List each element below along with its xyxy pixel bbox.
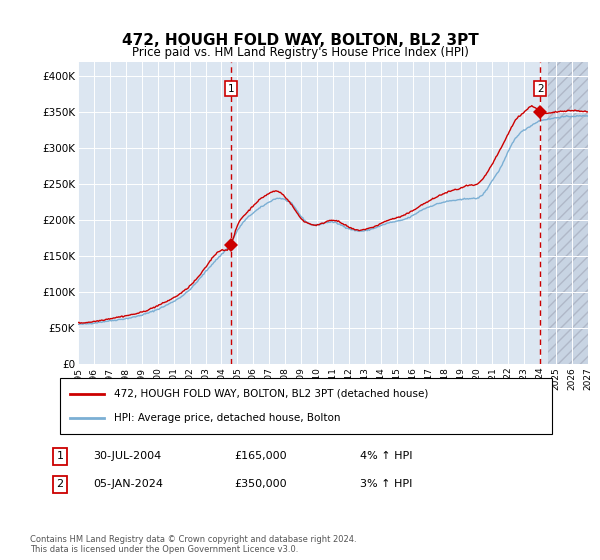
Text: 2: 2 bbox=[56, 479, 64, 489]
Text: 1: 1 bbox=[227, 84, 234, 94]
Text: Contains HM Land Registry data © Crown copyright and database right 2024.
This d: Contains HM Land Registry data © Crown c… bbox=[30, 535, 356, 554]
FancyBboxPatch shape bbox=[60, 378, 552, 434]
Text: 4% ↑ HPI: 4% ↑ HPI bbox=[360, 451, 413, 461]
Text: £350,000: £350,000 bbox=[234, 479, 287, 489]
Text: 2: 2 bbox=[537, 84, 544, 94]
Bar bbox=[548, 62, 588, 364]
Text: 1: 1 bbox=[56, 451, 64, 461]
Text: 472, HOUGH FOLD WAY, BOLTON, BL2 3PT: 472, HOUGH FOLD WAY, BOLTON, BL2 3PT bbox=[122, 32, 478, 48]
Text: Price paid vs. HM Land Registry's House Price Index (HPI): Price paid vs. HM Land Registry's House … bbox=[131, 46, 469, 59]
Text: 05-JAN-2024: 05-JAN-2024 bbox=[93, 479, 163, 489]
Text: 3% ↑ HPI: 3% ↑ HPI bbox=[360, 479, 412, 489]
Text: HPI: Average price, detached house, Bolton: HPI: Average price, detached house, Bolt… bbox=[114, 413, 341, 423]
Text: 30-JUL-2004: 30-JUL-2004 bbox=[93, 451, 161, 461]
Text: 472, HOUGH FOLD WAY, BOLTON, BL2 3PT (detached house): 472, HOUGH FOLD WAY, BOLTON, BL2 3PT (de… bbox=[114, 389, 428, 399]
Text: £165,000: £165,000 bbox=[234, 451, 287, 461]
